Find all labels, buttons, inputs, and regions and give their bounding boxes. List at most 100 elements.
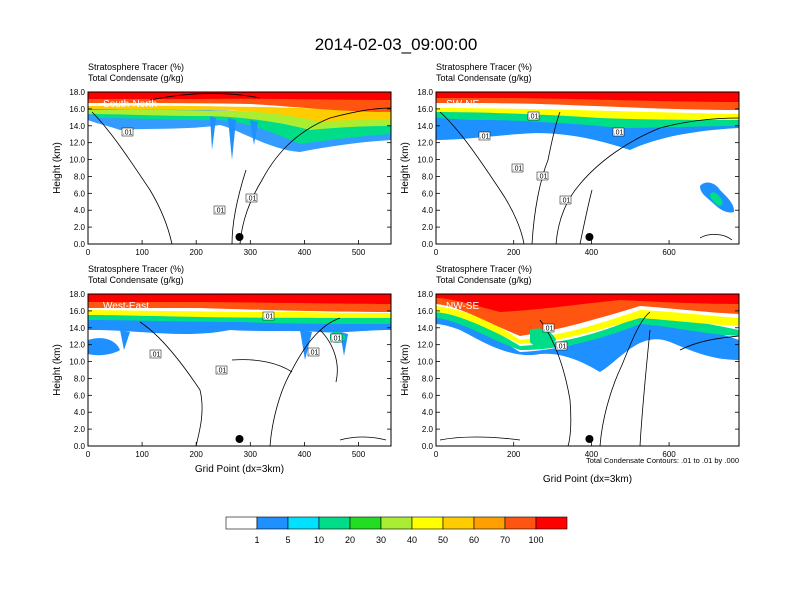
contour-note: Total Condensate Contours: .01 to .01 by… [586,456,739,465]
y-tick-label: 12.0 [417,139,433,148]
svg-text:.01: .01 [332,336,342,343]
shaded-field [88,294,391,360]
panel-field-subtitle: Total Condensate (g/kg) [88,275,184,285]
colorbar-label: 70 [500,535,510,545]
figure-title: 2014-02-03_09:00:00 [315,35,478,54]
location-marker [235,435,244,443]
y-tick-label: 6.0 [422,189,434,198]
svg-text:.01: .01 [309,350,319,357]
colorbar-swatch [411,516,444,530]
y-tick-label: 18.0 [69,290,85,299]
x-tick-label: 300 [244,450,258,459]
x-tick-label: 500 [352,450,366,459]
y-tick-label: 14.0 [417,324,433,333]
location-marker [235,233,244,241]
x-tick-label: 400 [298,248,312,257]
svg-text:.01: .01 [513,166,523,173]
y-tick-label: 2.0 [422,223,434,232]
panel-label: SW-NE [446,99,479,110]
contour-label: .01 [536,171,549,181]
contour-label: .01 [149,349,162,359]
y-tick-label: 6.0 [422,391,434,400]
svg-text:.01: .01 [264,314,274,321]
x-tick-label: 200 [507,248,521,257]
contour-label: .01 [542,323,555,333]
y-axis-label: Height (km) [52,344,63,396]
x-tick-label: 100 [135,248,149,257]
contours [439,311,739,446]
svg-text:.01: .01 [538,174,548,181]
panel-south-north: Stratosphere Tracer (%) Total Condensate… [52,62,392,257]
x-tick-label: 300 [244,248,258,257]
svg-text:.01: .01 [561,198,571,205]
contour-label: .01 [559,195,572,205]
y-tick-label: 10.0 [69,156,85,165]
svg-text:.01: .01 [215,208,225,215]
y-tick-label: 6.0 [74,391,86,400]
panel-nw-se: Stratosphere Tracer (%) Total Condensate… [400,264,740,485]
y-tick-label: 2.0 [74,425,86,434]
svg-text:.01: .01 [544,326,554,333]
contour-label: .01 [478,131,491,141]
contours [139,317,387,446]
x-tick-label: 200 [190,248,204,257]
contour-label: .01 [555,341,568,351]
y-tick-label: 18.0 [69,88,85,97]
contour-label: .01 [330,333,343,343]
panel-label: NW-SE [446,301,479,312]
colorbar-label: 20 [345,535,355,545]
panel-field-title: Stratosphere Tracer (%) [436,62,532,72]
contour-label: .01 [307,347,320,357]
y-tick-label: 8.0 [74,374,86,383]
y-tick-label: 0.0 [422,442,434,451]
x-axis-label: Grid Point (dx=3km) [195,464,284,475]
x-tick-label: 400 [298,450,312,459]
y-tick-label: 16.0 [69,307,85,316]
contour-label: .01 [511,163,524,173]
x-tick-label: 600 [662,248,676,257]
panel-field-title: Stratosphere Tracer (%) [436,264,532,274]
panel-west-east: Stratosphere Tracer (%) Total Condensate… [52,264,392,475]
contour-label: .01 [612,127,625,137]
contour-label: .01 [215,365,228,375]
panel-field-title: Stratosphere Tracer (%) [88,62,184,72]
svg-text:.01: .01 [151,352,161,359]
x-tick-label: 200 [507,450,521,459]
y-tick-label: 4.0 [74,408,86,417]
y-tick-label: 14.0 [417,122,433,131]
y-tick-label: 2.0 [422,425,434,434]
colorbar-label: 40 [407,535,417,545]
y-tick-label: 12.0 [69,139,85,148]
y-tick-label: 10.0 [417,358,433,367]
y-tick-label: 16.0 [417,105,433,114]
y-tick-label: 8.0 [422,172,434,181]
colorbar-label: 10 [314,535,324,545]
x-tick-label: 600 [662,450,676,459]
panel-field-subtitle: Total Condensate (g/kg) [436,275,532,285]
colorbar-label: 30 [376,535,386,545]
x-tick-label: 0 [434,450,439,459]
y-tick-label: 14.0 [69,324,85,333]
shaded-field [436,294,739,372]
x-tick-label: 0 [434,248,439,257]
y-tick-label: 8.0 [74,172,86,181]
y-tick-label: 4.0 [74,206,86,215]
colorbar: 1 5 10 20 30 40 50 60 70 100 [225,516,568,545]
y-tick-label: 14.0 [69,122,85,131]
svg-text:.01: .01 [480,134,490,141]
colorbar-label: 100 [528,535,543,545]
svg-text:.01: .01 [217,368,227,375]
y-axis-label: Height (km) [52,142,63,194]
y-tick-label: 16.0 [69,105,85,114]
y-axis-label: Height (km) [400,142,411,194]
y-tick-label: 10.0 [69,358,85,367]
plot-frame [435,293,740,447]
plot-frame [87,91,392,245]
plot-frame [87,293,392,447]
y-axis-label: Height (km) [400,344,411,396]
panel-field-subtitle: Total Condensate (g/kg) [88,73,184,83]
contour-label: .01 [262,311,275,321]
y-tick-label: 6.0 [74,189,86,198]
x-axis-label: Grid Point (dx=3km) [543,474,632,485]
colorbar-swatch [380,516,413,530]
